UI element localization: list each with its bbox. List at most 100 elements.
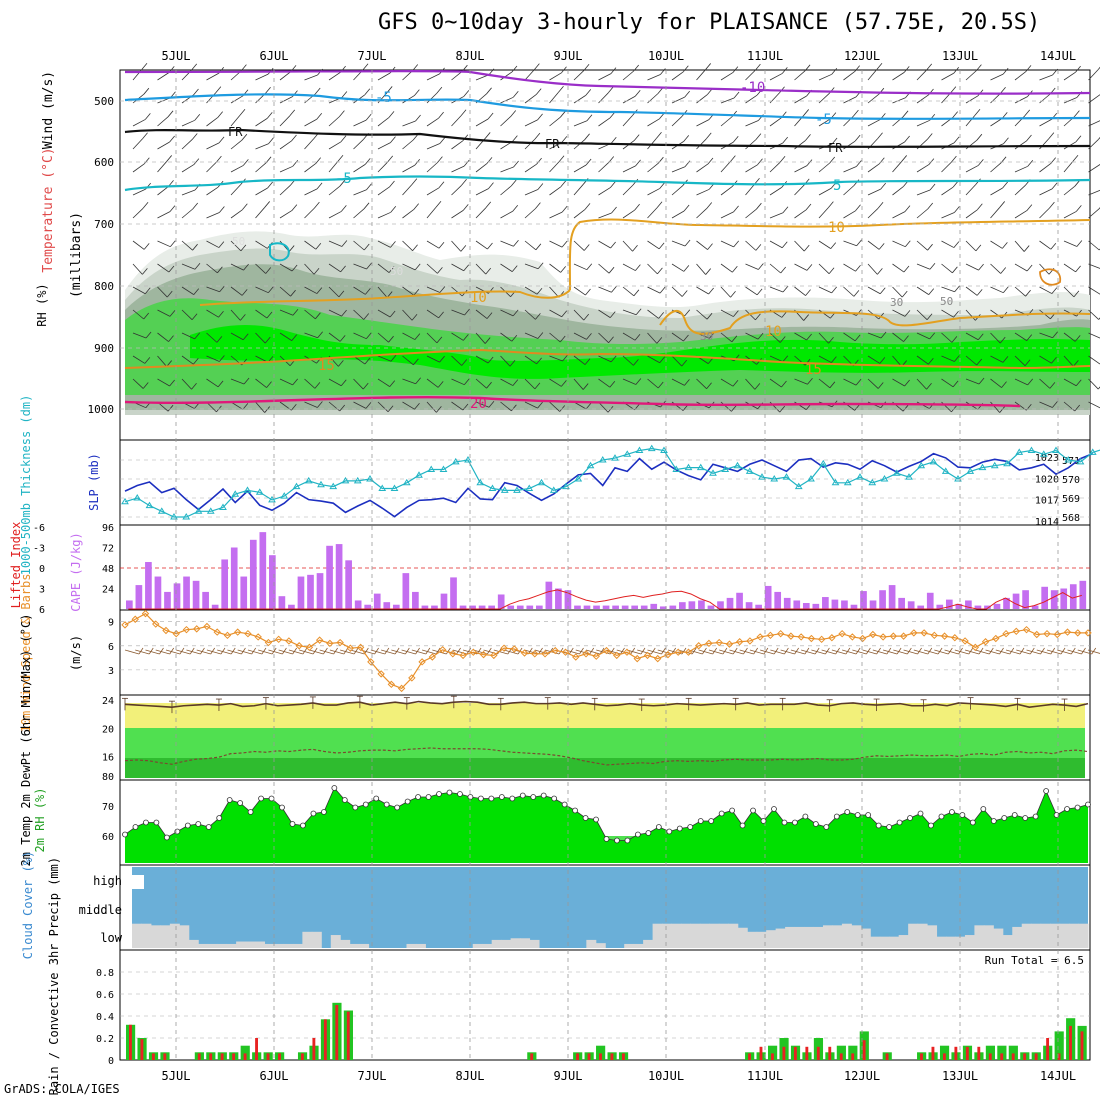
- rh-point: [551, 795, 558, 802]
- wind-barb-flag: [584, 358, 591, 365]
- wind-barb-flag: [1026, 134, 1032, 142]
- wind-barb-shaft: [524, 378, 536, 390]
- wind-barb-flag: [488, 68, 495, 76]
- wind-barb-flag: [659, 356, 666, 364]
- precip-total-bar: [939, 1045, 950, 1060]
- low-cloud-bar: [264, 943, 275, 948]
- wind-barb-shaft: [524, 263, 539, 270]
- wind-barb-flag: [485, 201, 492, 209]
- surface-wind-barb: [1067, 649, 1082, 655]
- wind-speed-point: [756, 633, 764, 641]
- wind-barb-flag: [339, 404, 346, 412]
- slp-tick: 1014: [1035, 517, 1059, 528]
- wind-barb-flag: [999, 336, 1006, 344]
- wind-barb-shaft: [916, 119, 930, 127]
- surface-wind-barb: [227, 649, 242, 655]
- wind-barb-flag: [512, 91, 519, 98]
- wind-barb-shaft: [622, 209, 635, 219]
- wind-barb-shaft: [402, 263, 416, 271]
- wind-barb-shaft: [402, 286, 415, 296]
- surface-wind-barb-flag: [1040, 647, 1045, 655]
- rh-point: [216, 815, 223, 821]
- wind-barb-flag: [339, 179, 346, 187]
- wind-barb-flag: [560, 266, 566, 273]
- cape-bar: [1060, 588, 1068, 609]
- wind-barb-shaft: [255, 401, 265, 413]
- pressure-tick: 700: [94, 218, 114, 231]
- wind-barb-flag: [1072, 155, 1079, 162]
- cape-bar: [164, 591, 171, 609]
- precip-conv-bar: [599, 1053, 602, 1060]
- wind-barb-shaft: [230, 184, 241, 196]
- surface-wind-barb: [135, 649, 150, 655]
- wind-barb-shaft: [745, 164, 758, 173]
- wind-barb-shaft: [402, 332, 416, 340]
- wind-barb-shaft: [157, 116, 169, 127]
- wind-barb-shaft: [157, 161, 167, 173]
- low-cloud-bar: [1002, 935, 1013, 948]
- wind-barb-flag: [561, 310, 568, 318]
- wind-barb-shaft: [549, 240, 563, 248]
- wind-barb-shaft: [353, 189, 367, 196]
- surface-wind-barb: [585, 649, 601, 655]
- cape-bar: [793, 600, 801, 609]
- wind-barb-shaft: [622, 165, 636, 173]
- wind-barb-flag: [684, 379, 690, 386]
- wind-barb-flag: [438, 241, 445, 249]
- wind-barb-flag: [561, 240, 568, 248]
- wind-barb-shaft: [377, 186, 390, 196]
- rh-point: [362, 801, 369, 808]
- wind-barb-shaft: [279, 309, 294, 316]
- wind-barb-flag: [926, 313, 933, 320]
- wind-barb-flag: [806, 264, 813, 271]
- wind-barb-flag: [315, 312, 321, 320]
- wind-barb-flag: [611, 285, 617, 293]
- wind-barb-shaft: [230, 240, 242, 252]
- wind-barb-shaft: [255, 73, 269, 81]
- thickness-point: [206, 507, 215, 514]
- wind-barb-flag: [805, 134, 811, 141]
- wind-barb-flag: [829, 156, 836, 164]
- wind-barb-shaft: [328, 378, 342, 387]
- surface-wind-barb: [708, 649, 724, 655]
- wind-speed-point: [541, 650, 549, 658]
- wind-barb-shaft: [451, 140, 464, 150]
- wind-barb-flag: [387, 155, 394, 163]
- wind-barb-shaft: [353, 332, 367, 340]
- precip-total-bar: [836, 1045, 846, 1060]
- wind-barb-shaft: [892, 286, 903, 298]
- wind-speed-point: [520, 649, 529, 657]
- wind-barb-flag: [732, 66, 739, 73]
- wind-barb-flag: [856, 239, 862, 247]
- wind-barb-flag: [167, 110, 174, 118]
- thickness-point: [1039, 450, 1048, 457]
- temp-tick: 80: [102, 772, 114, 783]
- wind-barb-shaft: [818, 240, 831, 249]
- wind-barb-shaft: [573, 309, 585, 321]
- wind-barb-shaft: [916, 309, 928, 321]
- wind-barb-flag: [953, 241, 960, 248]
- wind-barb-shaft: [867, 69, 878, 81]
- wind-barb-shaft: [255, 240, 268, 249]
- wind-speed-point: [664, 650, 672, 659]
- wind-barb-shaft: [769, 161, 781, 173]
- surface-wind-barb-flag: [568, 647, 574, 655]
- wind-barb-flag: [1050, 157, 1056, 164]
- wind-barb-shaft: [720, 186, 733, 196]
- wind-barb-flag: [290, 289, 296, 297]
- wind-barb-flag: [928, 357, 934, 365]
- thickness-point: [696, 463, 705, 471]
- surface-wind-barb: [626, 649, 642, 655]
- cape-bar: [802, 603, 810, 609]
- wind-speed-point: [654, 654, 662, 663]
- rh-point: [875, 822, 882, 829]
- contour-label: 20: [470, 396, 487, 412]
- precip-tick: 0.4: [96, 1012, 114, 1023]
- surface-wind-barb: [872, 649, 887, 655]
- thickness-point: [843, 478, 852, 486]
- low-cloud-bar: [349, 943, 360, 948]
- wind-barb-shaft: [622, 240, 633, 252]
- wind-barb-shaft: [916, 332, 930, 340]
- rh-point: [781, 819, 788, 826]
